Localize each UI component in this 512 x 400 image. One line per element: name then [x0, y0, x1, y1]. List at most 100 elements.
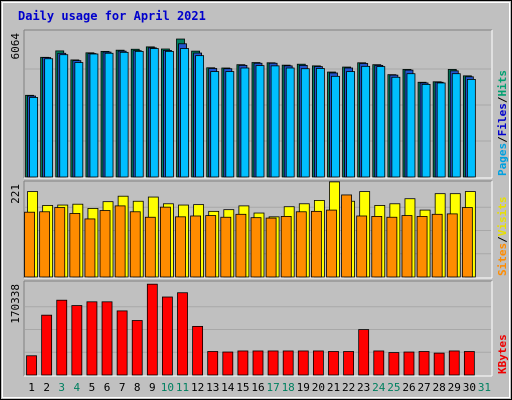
- chart-panels: 6064Pages/Files/Hits221Sites/Visits17033…: [9, 29, 509, 377]
- bar-kbytes-day-11: [177, 292, 188, 376]
- bar-sites-day-3: [54, 207, 66, 278]
- bar-kbytes-day-14: [222, 351, 234, 376]
- bar-kbytes-day-23: [358, 329, 370, 376]
- day-label-22: 22: [342, 381, 355, 394]
- bar-pages-day-17: [270, 65, 280, 178]
- bar-kbytes-day-18: [282, 350, 294, 376]
- bar-sites-day-25: [386, 216, 398, 278]
- bar-pages-day-16: [255, 65, 265, 178]
- bar-pages-day-18: [285, 67, 295, 178]
- bar-pages-day-19: [300, 68, 310, 178]
- bar-pages-day-26: [406, 73, 416, 178]
- bar-kbytes-day-2: [41, 314, 53, 376]
- bar-kbytes-day-8: [131, 320, 143, 376]
- bar-pages-day-12: [195, 55, 205, 178]
- day-label-28: 28: [433, 381, 446, 394]
- bar-sites-day-5: [84, 218, 96, 278]
- bar-sites-day-2: [39, 211, 51, 278]
- bar-pages-day-29: [451, 73, 461, 178]
- day-label-19: 19: [297, 381, 310, 394]
- bar-kbytes-day-16: [252, 350, 264, 376]
- bar-kbytes-day-22: [343, 351, 354, 376]
- bar-kbytes-day-4: [71, 305, 83, 376]
- day-label-26: 26: [402, 381, 415, 394]
- day-label-14: 14: [221, 381, 235, 394]
- bar-sites-day-22: [341, 194, 352, 278]
- bar-pages-day-6: [104, 52, 114, 178]
- bar-kbytes-day-9: [146, 283, 158, 376]
- day-label-1: 1: [28, 381, 35, 394]
- bar-pages-day-28: [436, 82, 446, 178]
- day-labels: 1 2 3 4 5 6 7 8 9 10 11 12 13 14 15 16 17 18 19 20 21 22 23 24 2…: [28, 381, 491, 394]
- legend-entry: /: [496, 136, 509, 143]
- bar-pages-day-24: [376, 66, 386, 178]
- bar-sites-day-27: [416, 216, 428, 278]
- bar-pages-day-30: [466, 79, 476, 178]
- panel-2: 221 Sites/Visits: [9, 180, 509, 279]
- panel-3: 170338 KBytes: [9, 280, 509, 377]
- day-label-27: 27: [417, 381, 430, 394]
- day-label-2: 2: [43, 381, 50, 394]
- day-label-10: 10: [161, 381, 174, 394]
- panel-legend: KBytes: [496, 334, 509, 374]
- bar-kbytes-day-17: [267, 350, 279, 376]
- day-label-11: 11: [176, 381, 189, 394]
- bar-sites-day-15: [235, 213, 247, 278]
- bar-sites-day-4: [69, 213, 81, 278]
- bar-kbytes-day-26: [403, 351, 415, 376]
- bar-kbytes-day-10: [162, 296, 173, 376]
- bar-pages-day-7: [119, 51, 129, 178]
- day-label-3: 3: [58, 381, 65, 394]
- legend-entry: Visits: [496, 197, 509, 237]
- bar-pages-day-9: [149, 48, 159, 178]
- day-label-21: 21: [327, 381, 340, 394]
- day-label-25: 25: [387, 381, 400, 394]
- bar-pages-day-22: [346, 71, 355, 178]
- bar-kbytes-day-28: [433, 352, 445, 376]
- legend-entry: Hits: [496, 70, 509, 97]
- bar-pages-day-5: [89, 53, 99, 178]
- day-label-24: 24: [372, 381, 386, 394]
- day-label-13: 13: [206, 381, 219, 394]
- bar-pages-day-14: [225, 71, 235, 178]
- bar-pages-day-1: [29, 97, 38, 178]
- bar-pages-day-13: [210, 71, 220, 178]
- bar-kbytes-day-20: [312, 350, 324, 376]
- bar-sites-day-18: [280, 216, 292, 278]
- bar-kbytes-day-6: [101, 301, 113, 376]
- day-label-23: 23: [357, 381, 370, 394]
- day-label-15: 15: [236, 381, 249, 394]
- bar-pages-day-2: [44, 58, 54, 178]
- bar-kbytes-day-12: [192, 325, 204, 376]
- bar-sites-day-23: [356, 215, 368, 278]
- day-label-9: 9: [149, 381, 156, 394]
- day-label-17: 17: [266, 381, 279, 394]
- legend-entry: Files: [496, 103, 509, 136]
- axis-max-label: 6064: [9, 33, 22, 60]
- bar-kbytes-day-25: [388, 352, 400, 376]
- bar-sites-day-29: [446, 213, 458, 278]
- bar-kbytes-day-29: [448, 350, 460, 376]
- bar-sites-day-1: [24, 211, 35, 278]
- day-label-30: 30: [463, 381, 476, 394]
- chart-title: Daily usage for April 2021: [18, 9, 206, 23]
- day-label-12: 12: [191, 381, 204, 394]
- bar-sites-day-26: [401, 215, 413, 278]
- bar-pages-day-8: [134, 50, 144, 178]
- bar-pages-day-20: [315, 68, 325, 178]
- bar-sites-day-13: [205, 215, 217, 278]
- day-label-4: 4: [74, 381, 81, 394]
- bar-kbytes-day-24: [373, 350, 385, 376]
- bar-sites-day-19: [295, 211, 307, 278]
- day-label-18: 18: [282, 381, 295, 394]
- bar-kbytes-day-19: [297, 350, 309, 376]
- panel-legend: Sites/Visits: [496, 197, 509, 277]
- axis-max-label: 221: [9, 184, 22, 204]
- bar-kbytes-day-13: [207, 351, 219, 376]
- bar-pages-day-21: [331, 75, 340, 178]
- day-label-8: 8: [134, 381, 141, 394]
- axis-max-label: 170338: [9, 284, 22, 324]
